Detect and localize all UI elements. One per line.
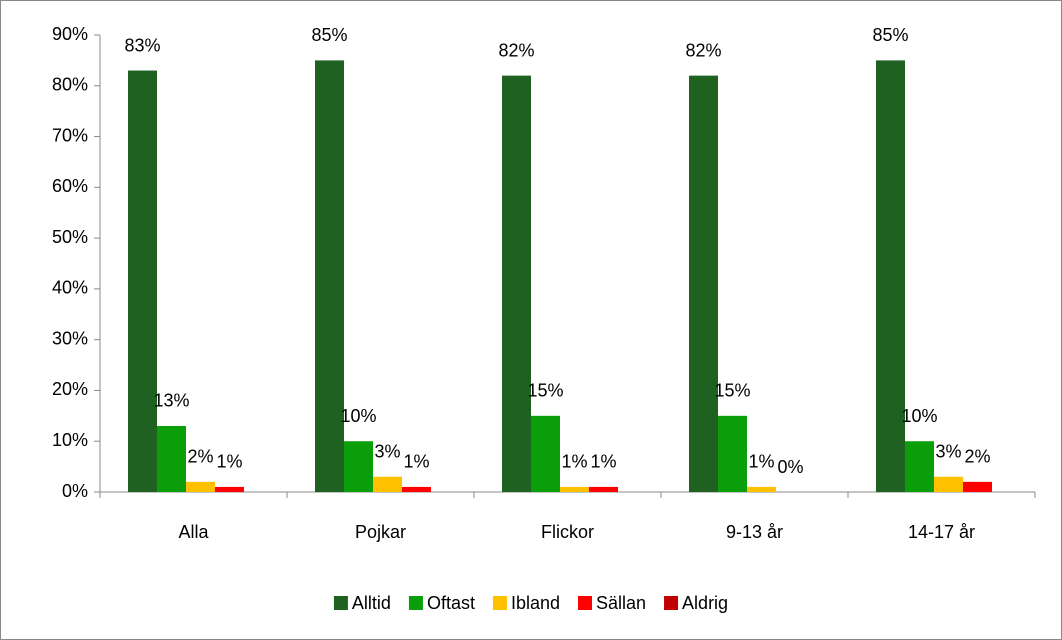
- legend-label: Sällan: [596, 593, 646, 613]
- bar: [689, 75, 718, 492]
- x-tick-label: Pojkar: [355, 522, 406, 542]
- data-label: 10%: [901, 406, 937, 426]
- x-tick-label: 14-17 år: [908, 522, 975, 542]
- y-tick-label: 90%: [52, 24, 88, 44]
- y-tick-label: 40%: [52, 278, 88, 298]
- data-label: 1%: [561, 452, 587, 472]
- data-label: 0%: [777, 457, 803, 477]
- legend-label: Ibland: [511, 593, 560, 613]
- bar: [560, 486, 589, 492]
- bar: [876, 60, 905, 493]
- data-label: 2%: [964, 447, 990, 467]
- x-tick-label: Alla: [178, 522, 209, 542]
- x-tick-label: Flickor: [541, 522, 594, 542]
- y-tick-label: 30%: [52, 328, 88, 348]
- bar: [934, 476, 963, 492]
- bar: [373, 476, 402, 492]
- bar: [344, 441, 373, 492]
- y-tick-label: 50%: [52, 227, 88, 247]
- bar: [589, 486, 618, 492]
- bar: [905, 441, 934, 492]
- y-tick-label: 0%: [62, 481, 88, 501]
- data-label: 85%: [872, 25, 908, 45]
- legend-swatch: [664, 596, 679, 610]
- legend-label: Alltid: [352, 593, 391, 613]
- data-label: 83%: [124, 35, 160, 55]
- legend-swatch: [408, 596, 423, 610]
- data-label: 1%: [403, 452, 429, 472]
- bar: [963, 481, 992, 492]
- legend-label: Aldrig: [682, 593, 728, 613]
- bar: [402, 486, 431, 492]
- data-label: 3%: [374, 442, 400, 462]
- bar: [747, 486, 776, 492]
- legend-swatch: [333, 596, 348, 610]
- y-tick-label: 20%: [52, 379, 88, 399]
- bar: [718, 415, 747, 492]
- data-label: 3%: [935, 442, 961, 462]
- legend-swatch: [578, 596, 592, 610]
- legend-swatch: [492, 596, 507, 610]
- data-label: 1%: [216, 452, 242, 472]
- data-label: 2%: [187, 447, 213, 467]
- y-tick-label: 80%: [52, 75, 88, 95]
- data-label: 1%: [590, 452, 616, 472]
- bar: [502, 75, 531, 492]
- legend-label: Oftast: [427, 593, 475, 613]
- bar: [315, 60, 344, 493]
- x-tick-label: 9-13 år: [726, 522, 783, 542]
- y-tick-label: 70%: [52, 125, 88, 145]
- bar: [157, 425, 186, 492]
- bar: [186, 481, 215, 492]
- bar: [128, 70, 157, 493]
- data-label: 85%: [311, 25, 347, 45]
- y-tick-label: 60%: [52, 176, 88, 196]
- data-label: 10%: [340, 406, 376, 426]
- bar: [215, 486, 244, 492]
- data-label: 13%: [153, 391, 189, 411]
- bar: [531, 415, 560, 492]
- data-label: 15%: [527, 381, 563, 401]
- y-tick-label: 10%: [52, 430, 88, 450]
- data-label: 1%: [748, 452, 774, 472]
- data-label: 82%: [498, 40, 534, 60]
- data-label: 82%: [685, 40, 721, 60]
- data-label: 15%: [714, 381, 750, 401]
